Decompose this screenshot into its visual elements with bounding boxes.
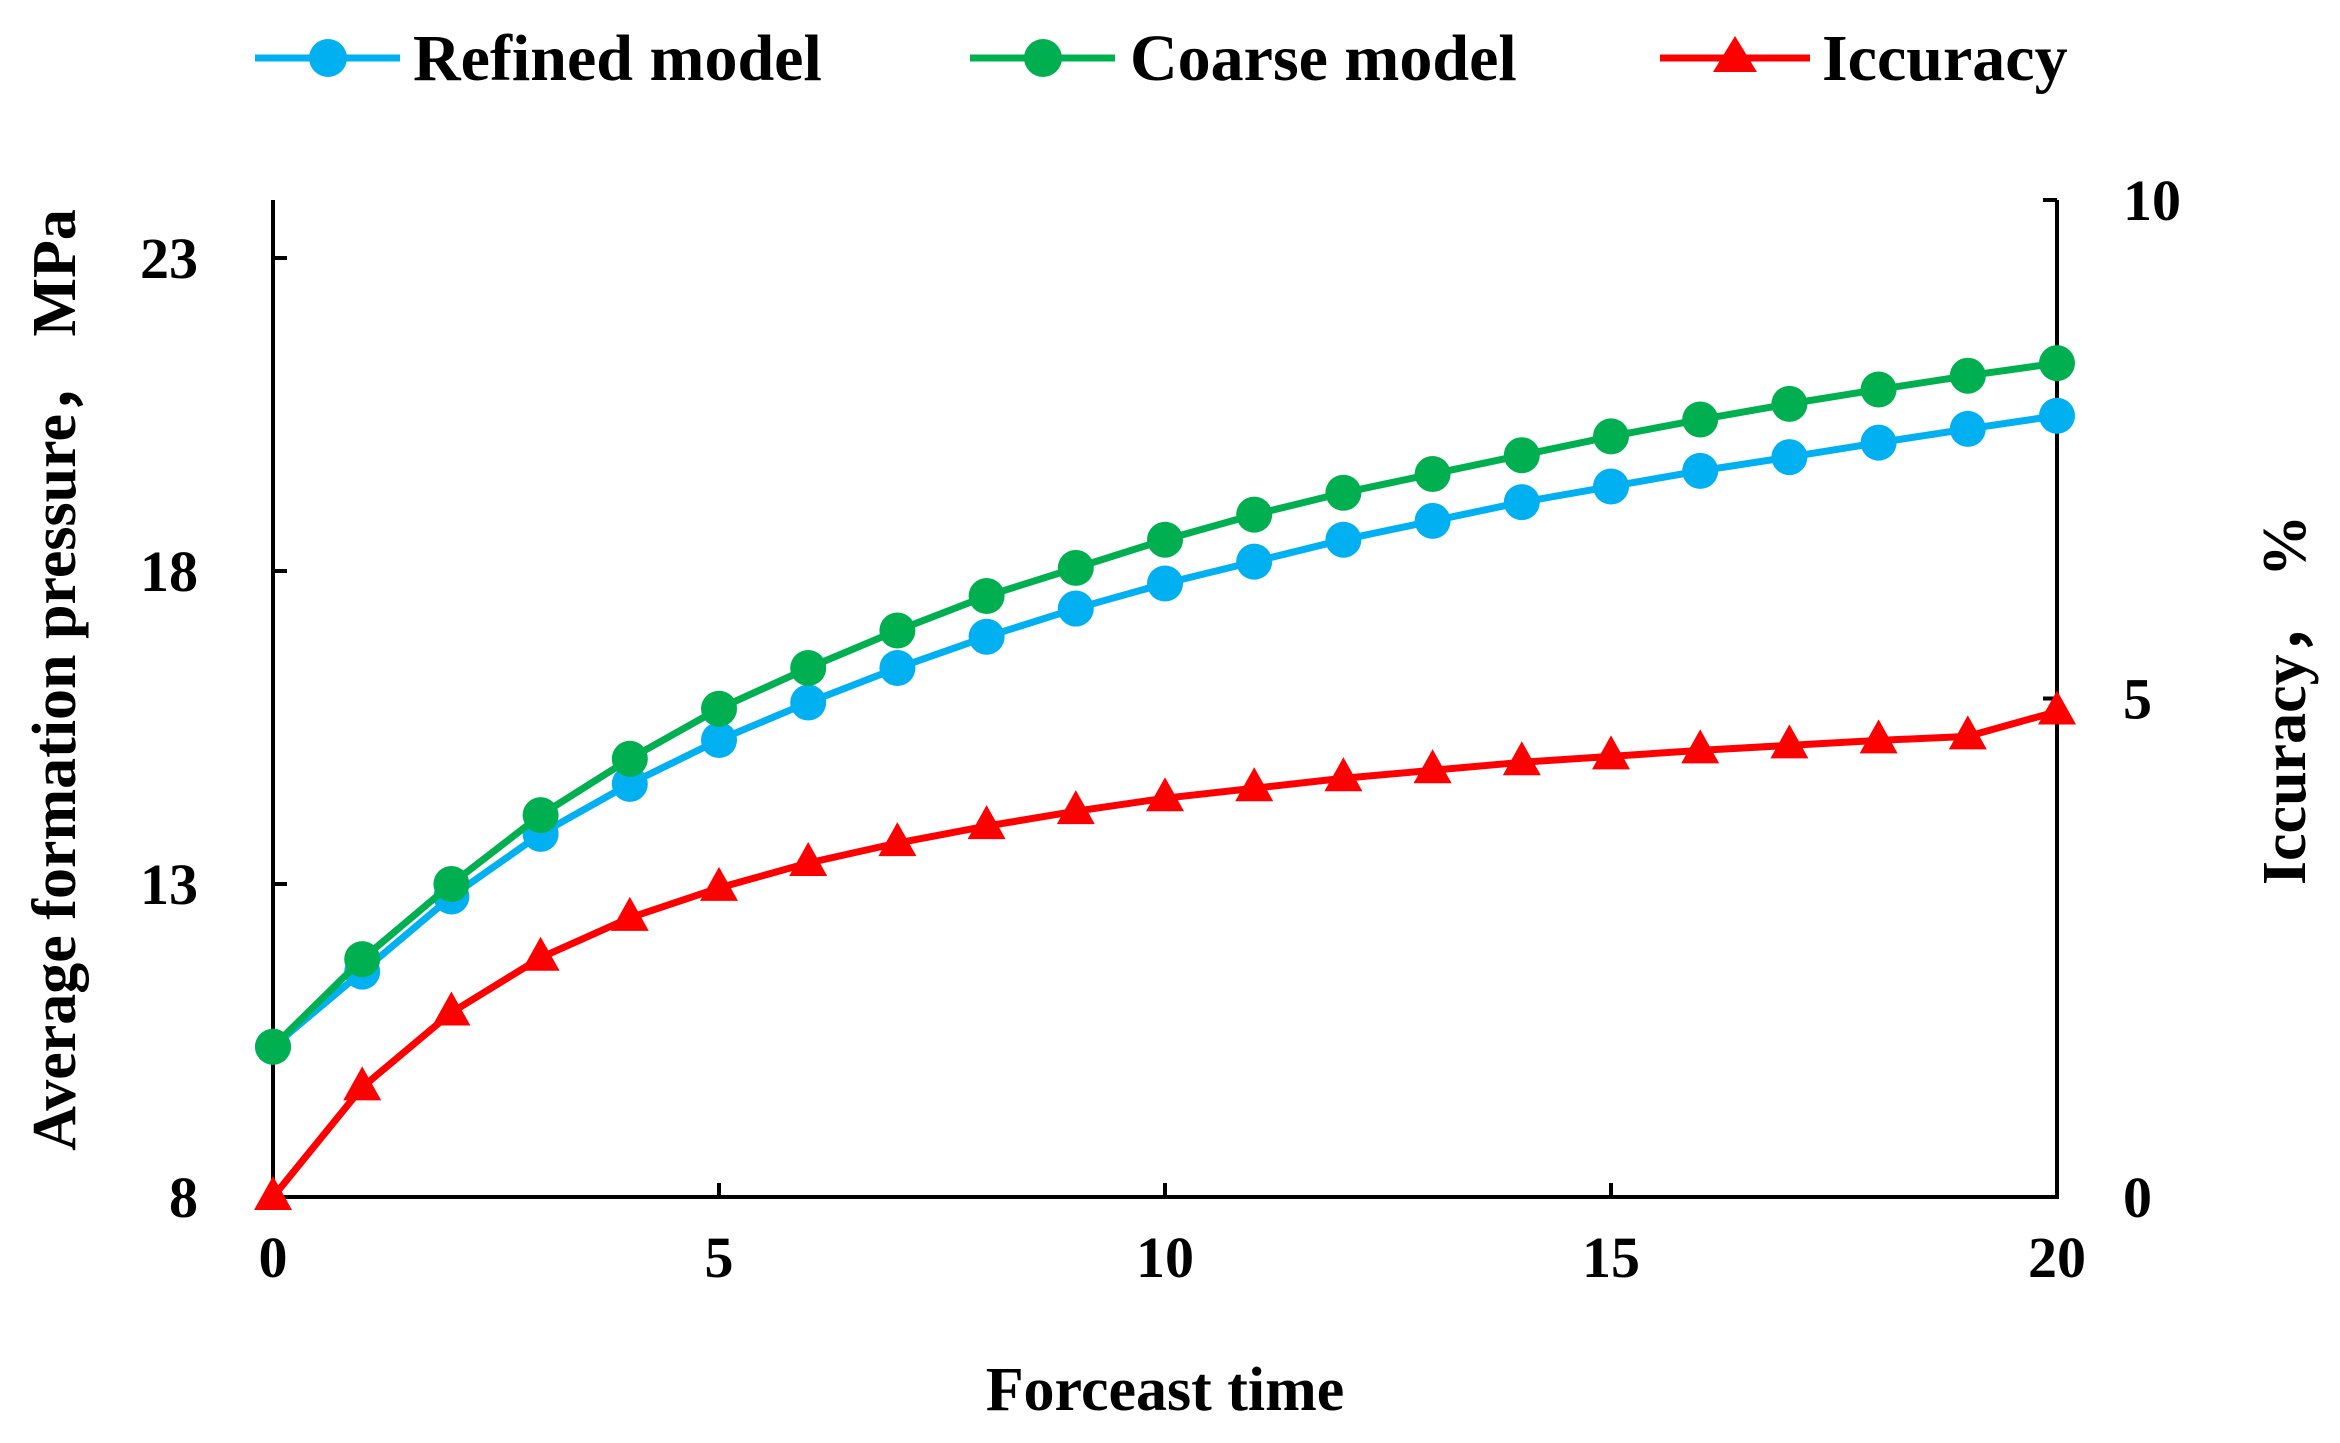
data-point-coarse-model <box>1057 549 1094 586</box>
data-point-refined-model <box>1057 590 1094 627</box>
legend-marker-refined-model <box>309 39 347 77</box>
data-point-iccuracy <box>1235 767 1274 802</box>
data-point-coarse-model <box>1682 401 1719 438</box>
data-point-coarse-model <box>344 941 381 978</box>
legend-label-refined-model: Refined model <box>413 22 822 95</box>
data-point-iccuracy <box>1413 749 1452 784</box>
data-point-refined-model <box>879 650 916 687</box>
legend: Refined model Coarse model Iccuracy <box>255 22 2068 95</box>
series-coarse-model <box>255 345 2075 1065</box>
data-point-refined-model <box>968 618 1005 655</box>
legend-marker-coarse-model <box>1024 39 1062 77</box>
data-point-iccuracy <box>878 822 917 857</box>
y2-tick-label: 10 <box>2123 168 2181 233</box>
data-point-iccuracy <box>610 896 649 931</box>
data-point-coarse-model <box>1236 496 1273 533</box>
data-point-coarse-model <box>1949 357 1986 394</box>
x-tick-label: 10 <box>1136 1225 1194 1290</box>
x-tick-label: 0 <box>259 1225 288 1290</box>
data-point-refined-model <box>1949 410 1986 447</box>
data-point-refined-model <box>1682 452 1719 489</box>
data-point-iccuracy <box>2038 690 2076 725</box>
data-point-iccuracy <box>1681 729 1720 764</box>
data-point-iccuracy <box>1056 790 1095 825</box>
data-point-iccuracy <box>967 805 1006 840</box>
data-point-refined-model <box>1593 468 1629 505</box>
legend-marker-iccuracy <box>1713 36 1757 72</box>
data-point-coarse-model <box>255 1028 291 1065</box>
data-point-iccuracy <box>1324 757 1363 792</box>
x-axis-title: Forceast time <box>986 1356 1345 1424</box>
data-point-coarse-model <box>2039 345 2075 382</box>
data-point-coarse-model <box>1325 474 1362 511</box>
data-point-coarse-model <box>701 690 737 727</box>
data-point-iccuracy <box>1948 715 1987 750</box>
data-point-coarse-model <box>522 797 559 834</box>
y2-tick-label: 0 <box>2123 1165 2152 1230</box>
axes <box>271 200 2059 1199</box>
data-point-iccuracy <box>521 936 560 971</box>
y-tick-label: 8 <box>169 1165 198 1230</box>
data-point-refined-model <box>611 765 648 802</box>
data-point-iccuracy <box>1502 741 1541 776</box>
data-point-refined-model <box>1325 521 1362 558</box>
data-point-coarse-model <box>968 578 1005 615</box>
data-point-coarse-model <box>790 650 827 687</box>
data-point-coarse-model <box>1860 371 1897 408</box>
data-point-refined-model <box>1771 439 1808 476</box>
legend-entry-iccuracy: Iccuracy <box>1660 22 2068 95</box>
data-point-iccuracy <box>700 866 738 901</box>
data-point-coarse-model <box>1503 437 1540 474</box>
data-point-iccuracy <box>789 842 828 877</box>
data-point-coarse-model <box>433 866 470 902</box>
y2-tick-label: 5 <box>2123 667 2152 732</box>
legend-entry-refined-model: Refined model <box>255 22 822 95</box>
data-point-refined-model <box>790 684 827 721</box>
data-point-iccuracy <box>1146 777 1184 812</box>
tick-labels: 0 5 10 15 20 8 13 18 23 0 5 10 <box>140 168 2181 1290</box>
ticks <box>271 198 2059 1199</box>
data-point-refined-model <box>1860 424 1897 461</box>
data-point-coarse-model <box>611 740 648 777</box>
data-point-refined-model <box>1414 502 1451 539</box>
legend-label-coarse-model: Coarse model <box>1130 22 1517 95</box>
x-tick-label: 20 <box>2028 1225 2086 1290</box>
y-tick-label: 13 <box>140 852 198 917</box>
series-refined-model <box>255 397 2075 1065</box>
data-point-coarse-model <box>1414 455 1451 492</box>
data-point-iccuracy <box>1859 719 1898 754</box>
y2-axis-title: Iccuracy， % <box>2251 515 2319 885</box>
data-point-refined-model <box>1236 543 1273 580</box>
data-point-iccuracy <box>254 1176 292 1210</box>
data-point-coarse-model <box>1593 418 1629 455</box>
y-tick-label: 23 <box>140 226 198 291</box>
legend-label-iccuracy: Iccuracy <box>1822 22 2068 95</box>
data-point-iccuracy <box>1592 735 1630 770</box>
legend-entry-coarse-model: Coarse model <box>970 22 1517 95</box>
y-axis-title: Average formation pressure， MPa <box>21 209 89 1151</box>
x-tick-label: 15 <box>1582 1225 1640 1290</box>
data-point-coarse-model <box>1771 385 1808 422</box>
data-point-refined-model <box>1503 484 1540 521</box>
y-tick-label: 18 <box>140 539 198 604</box>
series-iccuracy <box>254 690 2076 1210</box>
data-point-iccuracy <box>1770 724 1809 759</box>
data-point-iccuracy <box>343 1066 382 1101</box>
data-point-refined-model <box>1147 565 1183 602</box>
data-point-coarse-model <box>879 612 916 649</box>
series-layer <box>254 345 2076 1210</box>
data-point-refined-model <box>701 722 737 759</box>
data-point-coarse-model <box>1147 521 1183 558</box>
x-tick-label: 5 <box>705 1225 734 1290</box>
data-point-iccuracy <box>432 991 471 1026</box>
data-point-refined-model <box>2039 397 2075 434</box>
